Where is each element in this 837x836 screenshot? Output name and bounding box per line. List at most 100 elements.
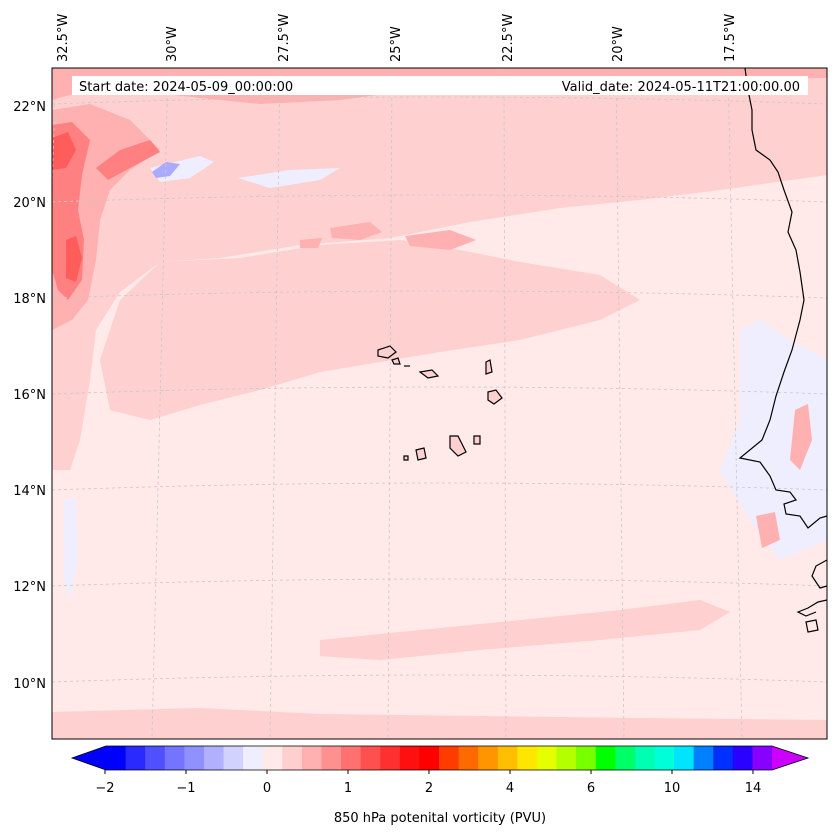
- colorbar-tick-label: 14: [745, 781, 762, 796]
- cape-verde-maio: [473, 435, 481, 445]
- cape-verde-sao-vicente: [391, 357, 401, 365]
- meridian-17-5w: [727, 68, 743, 739]
- colorbar-swatch: [321, 746, 342, 770]
- colorbar-tick-label: 4: [506, 781, 514, 796]
- cape-verde-brava: [403, 455, 409, 461]
- colorbar-swatch: [595, 746, 616, 770]
- pv-contour-pink-east-1: [790, 404, 812, 470]
- parallel-20n: [52, 194, 827, 203]
- colorbar-swatch: [752, 746, 773, 770]
- lon-label-22-5w: 22.5°W: [501, 14, 516, 62]
- colorbar-swatch: [203, 746, 224, 770]
- lat-labels: 22°N 20°N 18°N 16°N 14°N 12°N 10°N: [13, 100, 46, 692]
- lon-label-17-5w: 17.5°W: [723, 14, 738, 62]
- info-bar: [72, 76, 808, 95]
- lat-label-12n: 12°N: [13, 580, 46, 595]
- lat-label-18n: 18°N: [13, 292, 46, 307]
- pv-contour-light-blue-west: [64, 498, 78, 600]
- lon-labels: 32.5°W 30°W 27.5°W 25°W 22.5°W 20°W 17.5…: [56, 14, 738, 62]
- pv-contour-light-pink-band: [52, 68, 827, 470]
- lon-label-25w: 25°W: [389, 26, 404, 62]
- valid-date-label: Valid_date: 2024-05-11T21:00:00.00: [562, 80, 800, 95]
- colorbar-swatch: [615, 746, 636, 770]
- colorbar-tick-label: −2: [95, 781, 114, 796]
- lat-label-16n: 16°N: [13, 388, 46, 403]
- lat-label-22n: 22°N: [13, 100, 46, 115]
- parallel-18n: [52, 290, 827, 299]
- pv-contour-pink-patch-2: [405, 230, 476, 250]
- start-date-label: Start date: 2024-05-09_00:00:00: [79, 80, 293, 95]
- colorbar-swatch: [262, 746, 283, 770]
- colorbar-tick-label: 1: [344, 781, 352, 796]
- parallel-16n: [52, 386, 827, 395]
- parallel-14n: [52, 482, 827, 491]
- colorbar-swatch: [360, 746, 381, 770]
- colorbar-swatch: [634, 746, 655, 770]
- cape-verde-santo-antao: [377, 345, 397, 359]
- colorbar-swatch: [184, 746, 205, 770]
- colorbar-swatches: [106, 746, 773, 770]
- meridian-25w: [387, 68, 393, 739]
- lon-label-27-5w: 27.5°W: [277, 14, 292, 62]
- cape-verde-sao-nicolau: [418, 369, 440, 379]
- cape-verde-santiago: [449, 435, 467, 457]
- colorbar-swatch: [497, 746, 518, 770]
- colorbar-tick-label: 10: [664, 781, 681, 796]
- colorbar-swatch: [399, 746, 420, 770]
- pv-contour-dark-red-west-2: [66, 236, 82, 282]
- pv-contour-pink-east-2: [756, 512, 780, 548]
- colorbar-extend-high: [772, 746, 808, 770]
- colorbar-swatch: [223, 746, 244, 770]
- lon-label-20w: 20°W: [611, 26, 626, 62]
- colorbar-swatch: [674, 746, 695, 770]
- map-frame: [51, 67, 828, 740]
- colorbar-swatch: [693, 746, 714, 770]
- colorbar-tick-label: 6: [587, 781, 595, 796]
- colorbar-swatch: [732, 746, 753, 770]
- pv-contour-light-blue-1: [238, 168, 340, 188]
- pv-contour-pink-patch-1: [330, 222, 382, 240]
- pv-contour-pink-patch-3: [300, 238, 322, 248]
- colorbar-extend-low: [72, 746, 106, 770]
- colorbar-swatch: [341, 746, 362, 770]
- parallel-12n: [52, 578, 827, 587]
- colorbar-title: 850 hPa potenital vorticity (PVU): [334, 811, 546, 826]
- colorbar: −2 −1 0 1 2 4 6 10 14 850 hPa potenital …: [70, 745, 810, 826]
- colorbar-swatch: [380, 746, 401, 770]
- parallel-10n: [52, 674, 827, 683]
- colorbar-tick-labels: −2 −1 0 1 2 4 6 10 14: [95, 781, 761, 796]
- lat-label-10n: 10°N: [13, 677, 46, 692]
- colorbar-swatch: [301, 746, 322, 770]
- colorbar-tick-label: −1: [176, 781, 195, 796]
- colorbar-swatch: [439, 746, 459, 770]
- colorbar-swatch: [145, 746, 166, 770]
- map-panel: [52, 68, 827, 739]
- colorbar-swatch: [556, 746, 577, 770]
- pv-contour-light-pink-bottom: [52, 708, 827, 739]
- colorbar-swatch: [106, 746, 126, 770]
- colorbar-tick-label: 0: [263, 781, 271, 796]
- cape-verde-boa-vista: [487, 389, 503, 405]
- colorbar-swatch: [654, 746, 675, 770]
- pv-contour-light-blue-east: [720, 320, 827, 560]
- colorbar-outline: [70, 745, 810, 771]
- colorbar-swatch: [536, 746, 557, 770]
- gridlines: [52, 68, 827, 739]
- lon-label-32-5w: 32.5°W: [56, 14, 71, 62]
- africa-coastline: [738, 68, 827, 633]
- pv-contour-light-pink-south: [320, 600, 730, 660]
- colorbar-swatch: [419, 746, 440, 770]
- colorbar-swatch: [713, 746, 734, 770]
- colorbar-swatch: [243, 746, 264, 770]
- colorbar-swatch: [517, 746, 538, 770]
- meridian-22-5w: [503, 68, 507, 739]
- colorbar-swatch: [576, 746, 597, 770]
- parallel-22n: [52, 96, 827, 105]
- colorbar-swatch: [478, 746, 499, 770]
- pv-contour-dark-red-west: [52, 132, 76, 170]
- colorbar-swatch: [458, 746, 479, 770]
- pv-contour-blue-spot: [152, 162, 180, 178]
- lat-label-14n: 14°N: [13, 484, 46, 499]
- colorbar-tick-label: 2: [425, 781, 433, 796]
